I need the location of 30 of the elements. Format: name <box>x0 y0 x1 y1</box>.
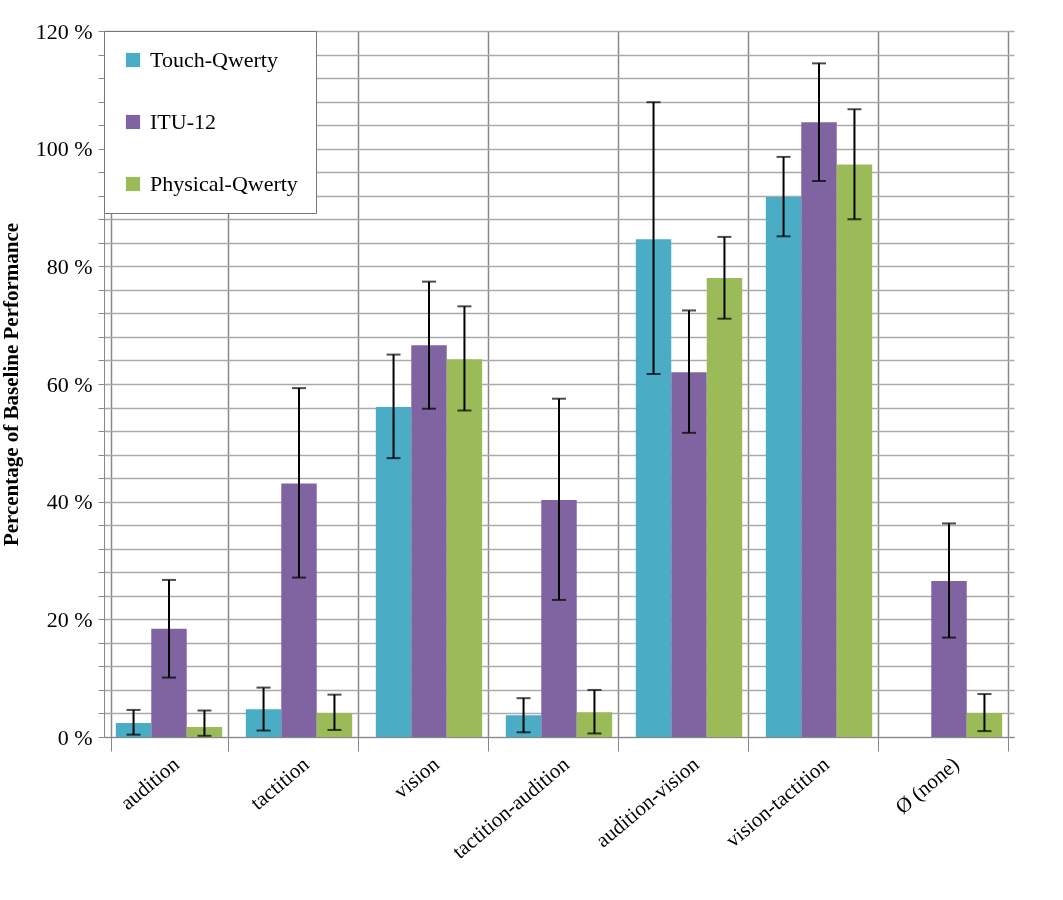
y-tick-label: 120 % <box>35 18 93 44</box>
bar <box>316 712 353 737</box>
y-axis-title: Percentage of Baseline Performance <box>0 222 23 547</box>
bar <box>576 712 613 737</box>
bar <box>836 164 873 737</box>
bar <box>151 628 187 737</box>
bar <box>931 581 967 737</box>
bar <box>446 359 483 737</box>
bar <box>671 372 707 737</box>
bar <box>801 122 837 737</box>
bar <box>281 483 317 737</box>
bar <box>411 345 447 737</box>
bar <box>375 406 412 737</box>
y-tick-label: 40 % <box>46 489 93 515</box>
bar <box>765 196 802 737</box>
y-tick-label: 0 % <box>57 724 93 750</box>
bar <box>541 499 577 737</box>
bar <box>635 239 672 737</box>
y-tick-label: 60 % <box>46 371 93 397</box>
bar <box>505 715 542 737</box>
bar <box>115 722 152 737</box>
bar <box>706 278 743 737</box>
bar <box>966 712 1003 737</box>
legend-label: Touch-Qwerty <box>150 47 278 72</box>
y-tick-label: 20 % <box>46 606 93 632</box>
legend-label: Physical-Qwerty <box>150 171 298 196</box>
bar <box>245 709 282 737</box>
legend-label: ITU-12 <box>150 109 216 134</box>
y-tick-label: 80 % <box>46 253 93 279</box>
y-tick-label: 100 % <box>35 136 93 162</box>
